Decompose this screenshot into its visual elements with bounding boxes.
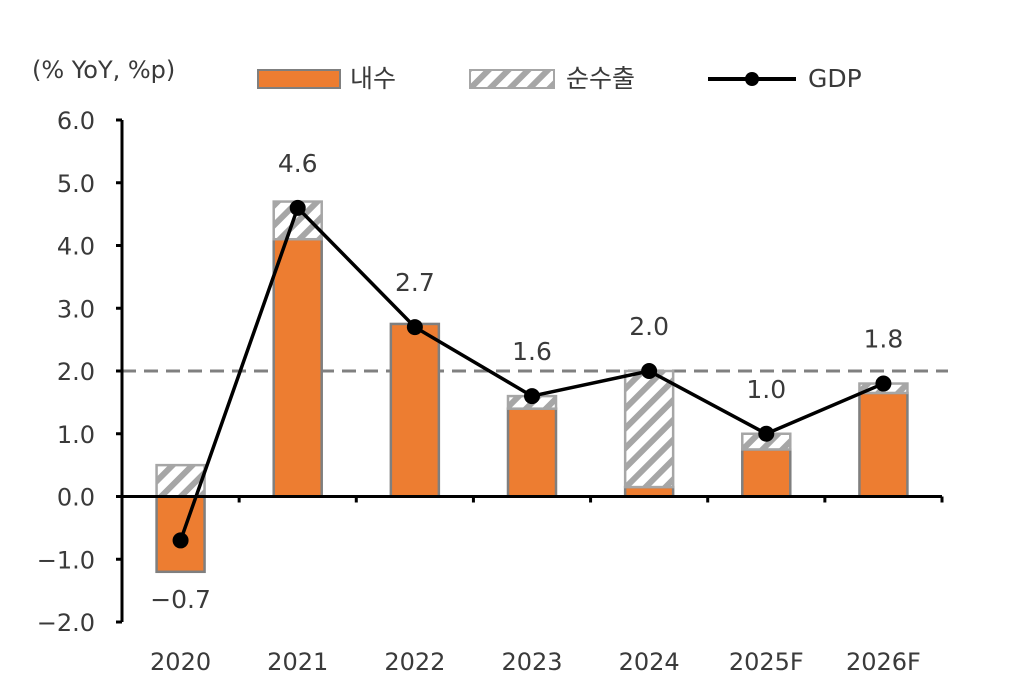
y-tick-label: 6.0 xyxy=(57,107,95,135)
legend-label-net-exports: 순수출 xyxy=(566,64,635,93)
y-tick-label: 1.0 xyxy=(57,421,95,449)
bar-domestic-demand xyxy=(741,448,792,498)
y-axis-tick-labels: 6.0 5.0 4.0 3.0 2.0 1.0 0.0 −1.0 −2.0 xyxy=(37,107,95,637)
axes-layer xyxy=(116,118,944,624)
bar-net-exports xyxy=(623,369,675,489)
gdp-point xyxy=(758,425,775,442)
x-axis-tick-labels: 2020 2021 2022 2023 2024 2025F 2026F xyxy=(150,648,921,676)
bar-domestic-demand xyxy=(858,391,909,498)
gdp-data-label: 1.6 xyxy=(512,337,552,366)
y-tick-label: 3.0 xyxy=(57,295,95,323)
gdp-data-label: 1.0 xyxy=(746,375,786,404)
gdp-data-label: 2.7 xyxy=(395,268,435,297)
x-tick-label: 2025F xyxy=(729,648,804,676)
y-tick-label: 4.0 xyxy=(57,233,95,261)
y-tick-label: 2.0 xyxy=(57,358,95,386)
gdp-point xyxy=(875,375,892,392)
gdp-point xyxy=(289,199,306,216)
data-labels-layer: −0.7 4.6 2.7 1.6 2.0 1.0 1.8 xyxy=(150,149,903,614)
gdp-data-label: −0.7 xyxy=(150,585,211,614)
x-tick-label: 2026F xyxy=(846,648,921,676)
x-tick-label: 2024 xyxy=(619,648,680,676)
gdp-point xyxy=(172,532,189,549)
y-tick-label: −1.0 xyxy=(37,546,95,574)
gdp-line-layer xyxy=(172,199,892,549)
x-tick-label: 2022 xyxy=(384,648,445,676)
bar-domestic-demand xyxy=(389,322,441,498)
gdp-point xyxy=(641,363,658,379)
x-tick-label: 2020 xyxy=(150,648,211,676)
legend: 내수 순수출 GDP xyxy=(257,64,862,93)
legend-swatch-net-exports xyxy=(469,69,555,89)
y-tick-label: −2.0 xyxy=(37,609,95,637)
legend-label-gdp: GDP xyxy=(808,64,862,93)
y-unit-label: (% YoY, %p) xyxy=(32,56,175,84)
y-tick-label: 0.0 xyxy=(57,484,95,512)
x-tick-label: 2023 xyxy=(501,648,562,676)
gdp-data-label: 2.0 xyxy=(629,312,669,341)
bars-layer xyxy=(155,200,909,574)
legend-swatch-domestic xyxy=(257,69,341,89)
legend-label-domestic: 내수 xyxy=(350,64,396,93)
bar-domestic-demand xyxy=(506,407,558,498)
legend-marker-gdp xyxy=(745,72,759,86)
gdp-data-label: 4.6 xyxy=(278,149,318,178)
gdp-point xyxy=(524,388,540,405)
y-tick-label: 5.0 xyxy=(57,170,95,198)
bar-domestic-demand xyxy=(272,237,323,498)
gdp-point xyxy=(406,319,423,336)
x-tick-label: 2021 xyxy=(267,648,328,676)
gdp-data-label: 1.8 xyxy=(864,325,904,354)
